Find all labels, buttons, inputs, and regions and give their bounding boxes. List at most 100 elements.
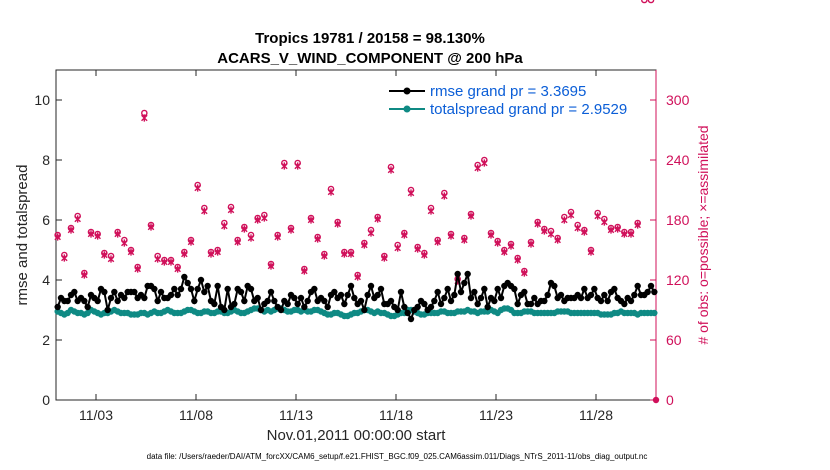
obs-assimilated-marker	[74, 215, 81, 223]
rmse-point	[631, 291, 638, 299]
obs-assimilated-marker	[507, 242, 515, 250]
obs-assimilated-marker	[501, 248, 508, 256]
chart-title-line2: ACARS_V_WIND_COMPONENT @ 200 hPa	[217, 50, 523, 67]
obs-assimilated-marker	[587, 248, 595, 256]
obs-assimilated-marker	[527, 240, 535, 248]
obs-assimilated-marker	[294, 162, 301, 170]
rmse-point	[81, 297, 88, 305]
x-tick-label: 11/08	[179, 407, 213, 423]
rmse-point	[427, 303, 435, 311]
rmse-point	[484, 303, 491, 311]
obs-assimilated-marker	[54, 233, 61, 241]
rmse-point	[464, 270, 471, 278]
y-tick-right-label: 300	[666, 92, 690, 108]
rmse-point	[324, 303, 331, 311]
obs-assimilated-marker	[521, 269, 528, 277]
obs-assimilated-marker	[207, 250, 215, 258]
y-tick-right-label: 240	[666, 152, 690, 168]
obs-assimilated-marker	[141, 114, 148, 122]
obs-assimilated-marker	[121, 239, 128, 247]
rmse-point	[171, 285, 178, 293]
rmse-point	[237, 288, 245, 296]
obs-assimilated-marker	[581, 228, 588, 236]
obs-assimilated-marker	[401, 231, 408, 239]
rmse-point	[177, 285, 185, 293]
rmse-point	[214, 282, 221, 290]
obs-assimilated-marker	[341, 250, 348, 258]
legend-spread-label: totalspread grand pr = 2.9529	[430, 101, 627, 118]
y-tick-left-label: 6	[42, 212, 50, 228]
rmse-point	[114, 297, 121, 305]
rmse-point	[231, 300, 238, 308]
rmse-point	[304, 297, 311, 305]
rmse-point	[577, 294, 585, 302]
rmse-point	[431, 297, 438, 305]
obs-assimilated-marker	[634, 221, 641, 229]
rmse-point	[357, 297, 365, 305]
rmse-point	[94, 297, 101, 305]
rmse-point	[257, 306, 265, 314]
obs-assimilated-marker	[107, 255, 115, 263]
rmse-point	[84, 303, 91, 311]
obs-assimilated-marker	[194, 184, 201, 192]
rmse-point	[441, 294, 448, 302]
obs-assimilated-marker	[441, 192, 448, 200]
obs-assimilated-marker	[407, 189, 415, 197]
rmse-point	[351, 294, 358, 302]
rmse-point	[321, 297, 328, 305]
obs-assimilated-marker	[514, 256, 521, 264]
obs-assimilated-marker	[567, 211, 575, 219]
y-tick-right-label: 0	[666, 392, 674, 408]
obs-zero-marker	[652, 396, 660, 404]
obs-assimilated-marker	[534, 220, 541, 228]
y-axis-left: 0 2 4 6 8 10	[34, 92, 62, 408]
rmse-point	[521, 288, 528, 296]
rmse-point	[54, 303, 61, 311]
obs-assimilated-marker	[421, 251, 428, 259]
obs-possible-marker	[641, 0, 648, 4]
obs-assimilated-marker	[127, 248, 135, 256]
rmse-point	[461, 279, 468, 287]
y-tick-right-label: 180	[666, 212, 690, 228]
obs-assimilated-marker	[101, 251, 108, 259]
obs-assimilated-marker	[627, 230, 635, 238]
rmse-point	[377, 285, 385, 293]
rmse-point	[187, 285, 195, 293]
rmse-point	[71, 288, 78, 296]
obs-assimilated-marker	[601, 218, 608, 226]
rmse-point	[241, 297, 248, 305]
rmse-point	[407, 315, 415, 323]
rmse-point	[541, 297, 548, 305]
obs-assimilated-marker	[67, 226, 75, 234]
rmse-point	[651, 288, 658, 296]
obs-assimilated-marker	[314, 235, 321, 243]
obs-assimilated-marker	[254, 216, 261, 224]
y-tick-left-label: 8	[42, 152, 50, 168]
rmse-point	[604, 297, 611, 305]
rmse-point	[264, 297, 271, 305]
obs-assimilated-marker	[574, 224, 581, 232]
rmse-point	[467, 294, 475, 302]
x-tick-label: 11/23	[479, 407, 513, 423]
obs-assimilated-marker	[381, 254, 388, 262]
rmse-point	[454, 270, 461, 278]
rmse-point	[451, 291, 458, 299]
obs-assimilated-marker	[347, 250, 355, 258]
rmse-point	[627, 297, 635, 305]
rmse-point	[421, 300, 428, 308]
obs-assimilated-marker	[174, 265, 181, 273]
obs-assimilated-marker	[554, 236, 561, 244]
rmse-point	[527, 300, 535, 308]
x-tick-label: 11/18	[379, 407, 413, 423]
rmse-point	[374, 291, 381, 299]
rmse-point	[434, 288, 441, 296]
rmse-point	[367, 282, 375, 290]
legend-spread-marker	[403, 105, 411, 113]
rmse-point	[224, 285, 231, 293]
rmse-point	[311, 285, 318, 293]
obs-assimilated-marker	[94, 232, 101, 240]
totalspread-point	[651, 309, 658, 317]
obs-assimilated-marker	[227, 206, 235, 214]
rmse-point	[361, 306, 368, 314]
obs-assimilated-marker	[414, 245, 421, 253]
